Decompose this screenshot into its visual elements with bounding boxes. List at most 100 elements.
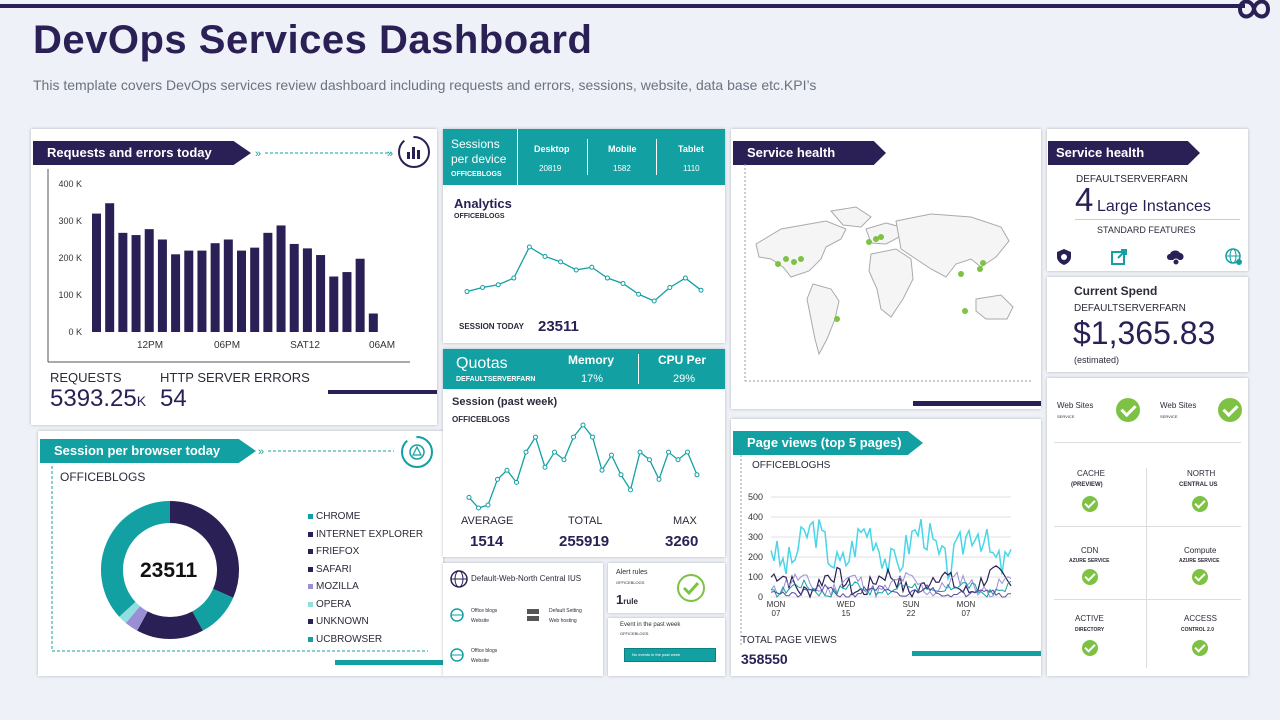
page-views-sub: OFFICEBLOGHS [752,460,831,471]
legend-swatch [308,566,313,572]
line-point [628,487,633,493]
browser-donut-chart [101,501,239,639]
banner-connector: » [258,446,394,458]
x-tick-label: 12PM [137,340,163,351]
grid-line [1054,599,1241,600]
website-panel: Default-Web-North Central IUS Office blo… [443,563,603,676]
line-point [533,434,538,440]
legend-swatch [308,636,313,642]
status-item-sub: AZURE SERVICE [1069,558,1110,564]
legend-item: FRIEFOX [308,546,359,557]
external-link-icon [1111,249,1127,265]
requests-value: 5393.25K [50,385,146,413]
session-week-line-chart [466,422,700,511]
legend-item: OPERA [308,599,351,610]
line-point [666,449,671,455]
status-item-name: NORTH [1187,469,1216,478]
x-tick-label: 22 [907,609,916,618]
legend-item: CHROME [308,511,360,522]
item3-line1: Office blogs [471,648,498,654]
line-point [558,259,564,265]
y-tick-label: 200 K [58,253,82,263]
bar [144,229,154,332]
bar [105,203,115,332]
y-tick-label: 0 [758,592,763,602]
page-views-panel: Page views (top 5 pages) OFFICEBLOGHS 50… [731,419,1041,676]
line-point [682,275,688,281]
x-tick-label: SAT12 [290,340,320,351]
alert-title: Alert rules [616,569,648,576]
status-item-sub: DIRECTORY [1075,627,1105,633]
bar [210,243,220,332]
bar [302,248,312,332]
chart-icon [398,136,430,168]
analytics-title: Analytics [454,196,512,211]
grid-line [1146,468,1147,668]
requests-bar-chart: 400 K 300 K 200 K 100 K 0 K 12PM 06PM SAT12 06AM [47,169,410,363]
line-point [552,449,557,455]
mobile-value: 1582 [613,164,631,173]
status-item-sub: (PREVIEW) [1071,482,1103,488]
legend-item: UCBROWSER [308,634,382,645]
line-series [770,519,1012,582]
bar [92,213,101,332]
alert-sub: OFFICEBLOGS [616,580,645,585]
website-icon [450,608,464,622]
requests-unit: K [136,393,147,409]
event-title: Event in the past week [620,622,681,628]
requests-errors-title: Requests and errors today [33,141,251,165]
donut-slice [169,501,239,598]
x-tick-label: WED [837,600,856,609]
alert-count: 1 [616,592,624,607]
requests-number: 5393.25 [50,385,137,412]
donut-slice [101,501,171,617]
quotas-sub: DEFAULTSERVERFARN [456,376,536,383]
y-tick-label: 200 [748,552,763,562]
line-point [609,452,614,458]
legend-swatch [308,619,313,624]
status-check-icon [1082,569,1098,585]
tablet-value: 1110 [683,164,700,173]
x-tick-label: 15 [842,609,851,618]
session-week-title: Session (past week) [452,396,558,408]
legend-label: UCBROWSER [316,633,383,645]
total-page-views-label: TOTAL PAGE VIEWS [741,635,837,646]
bar [250,247,260,332]
accent-bar [912,651,1041,656]
quotas-panel: Quotas DEFAULTSERVERFARN Memory 17% CPU … [443,349,725,557]
sessions-device-sub: OFFICEBLOGS [451,171,502,178]
y-tick-label: 0 K [68,327,82,337]
globe-icon [450,570,468,588]
website-icon [450,648,464,662]
line-point [694,472,700,478]
sessions-device-title-2: per device [451,152,507,166]
server-icon [527,609,539,621]
item1-line2: Website [471,618,489,624]
service-health-map-title: Service health [733,141,886,165]
line-point [571,434,576,440]
web-settings-icon [1225,248,1242,265]
line-point [636,291,642,297]
current-spend-note: (estimated) [1074,355,1120,365]
line-series [468,423,698,509]
grid-line [1054,526,1241,527]
browser-icon [401,436,433,468]
status-item-sub: CONTROL 2.0 [1181,627,1214,633]
donut-slice [125,605,148,631]
service-health-side-panel: Service health DEFAULTSERVERFARN 4 Large… [1047,129,1248,271]
avg-value: 1514 [470,533,504,550]
line-point [476,505,481,511]
legend-swatch [308,531,313,537]
y-tick-label: 500 [748,492,763,502]
bar [131,235,141,332]
status-grid-panel: Web Sites SERVICE Web Sites SERVICE CACH… [1047,378,1248,676]
legend-item: UNKNOWN [308,616,369,627]
line-point [675,457,681,463]
web2-check-icon [1218,398,1242,422]
requests-errors-panel: Requests and errors today » » 400 K 300 K… [31,129,437,425]
bar [316,255,326,332]
quotas-header [443,349,725,389]
line-point [604,275,610,281]
alert-unit: rule [623,597,638,606]
legend-swatch [308,584,313,589]
